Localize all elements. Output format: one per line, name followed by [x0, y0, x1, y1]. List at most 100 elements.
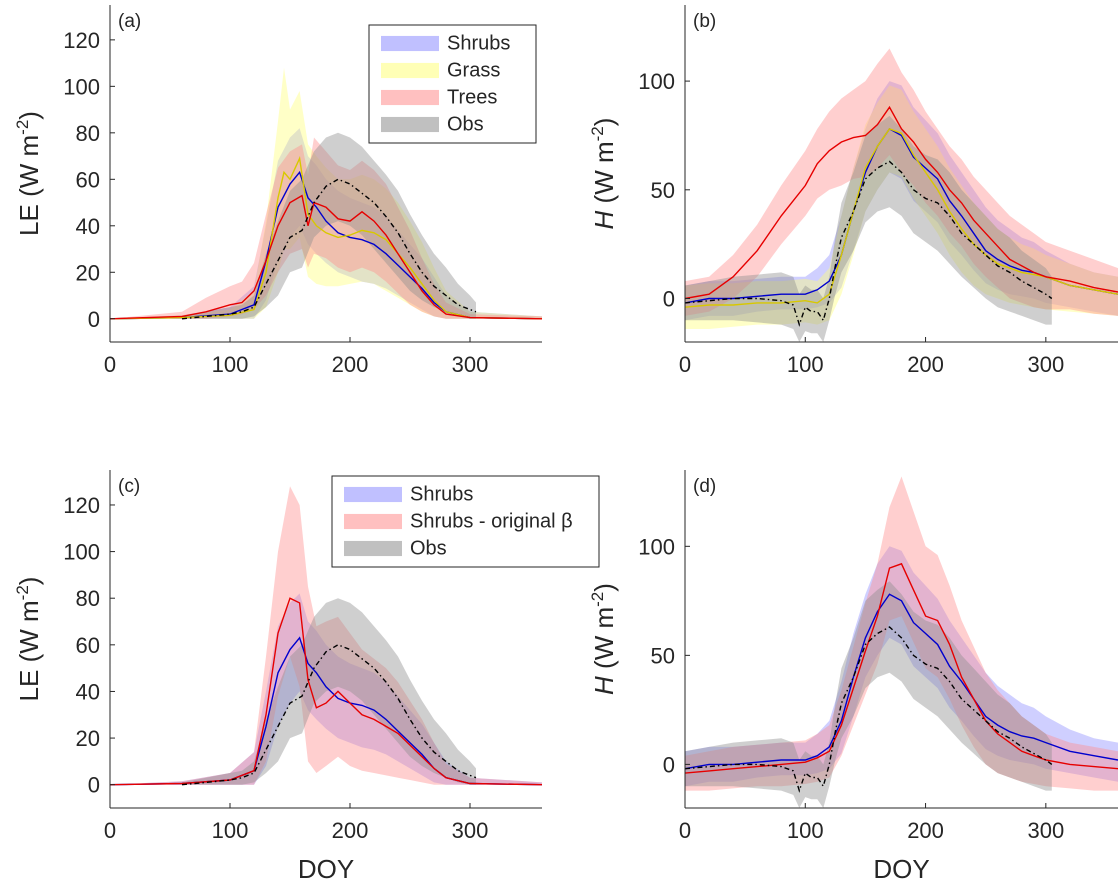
band-shrubs-original- [110, 486, 542, 785]
y-axis-label: LE (W m-2) [13, 111, 44, 236]
line-obs [181, 178, 477, 320]
line-obs [181, 644, 477, 786]
x-tick-label: 0 [679, 818, 691, 843]
y-tick-label: 50 [651, 643, 675, 668]
legend-label: Shrubs [410, 483, 473, 505]
legend-swatch [381, 62, 439, 79]
line-grass [685, 128, 1118, 308]
legend-swatch [381, 89, 439, 106]
line-shrubs-original- [685, 562, 1118, 774]
y-axis-label: LE (W m-2) [13, 577, 44, 702]
y-axis-label-close: ) [589, 118, 619, 127]
y-axis-label: H (W m-2) [588, 583, 619, 695]
x-tick-label: 200 [332, 818, 369, 843]
y-axis-label-unit: (W m [589, 141, 619, 210]
panel-label: (d) [693, 476, 716, 497]
y-axis-label-exponent: -2 [13, 585, 32, 600]
y-tick-label: 80 [76, 121, 100, 146]
y-tick-label: 0 [88, 307, 100, 332]
line-obs [685, 160, 1053, 327]
y-tick-label: 100 [63, 74, 100, 99]
y-tick-label: 60 [76, 633, 100, 658]
legend-swatch [344, 540, 402, 557]
x-axis-label: DOY [298, 854, 354, 883]
y-tick-label: 100 [638, 534, 675, 559]
legend: Shrubs Shrubs - original β Obs [331, 475, 600, 568]
y-tick-label: 20 [76, 726, 100, 751]
panel-c: 0 100 200 300 0 20 40 60 80 100 120 (c) LE (W m-2) DO… [13, 470, 600, 883]
x-tick-label: 300 [1027, 818, 1064, 843]
y-tick-label: 40 [76, 679, 100, 704]
legend-swatch [381, 35, 439, 52]
line-shrubs [110, 170, 542, 320]
band-obs [182, 132, 476, 319]
legend: Shrubs Grass Trees Obs [368, 24, 537, 144]
y-axis-label-main: LE (W m [14, 135, 44, 236]
y-tick-label: 120 [63, 28, 100, 53]
y-axis-label-symbol: H [589, 210, 619, 229]
line-trees [110, 194, 542, 320]
x-axis-label: DOY [873, 854, 929, 883]
y-axis-label-exponent: -2 [588, 592, 607, 607]
y-tick-label: 0 [663, 287, 675, 312]
y-axis-label-unit: (W m [589, 607, 619, 676]
x-tick-label: 0 [679, 352, 691, 377]
line-shrubs [685, 127, 1118, 304]
x-tick-label: 300 [452, 352, 489, 377]
panel-d: 0 100 200 300 0 50 100 (d) H (W m-2) DOY [588, 470, 1118, 883]
y-tick-label: 20 [76, 260, 100, 285]
band-shrubs [685, 546, 1118, 787]
line-obs [685, 626, 1053, 793]
legend-swatch [344, 486, 402, 503]
y-axis-label-exponent: -2 [588, 126, 607, 141]
line-shrubs [685, 593, 1118, 770]
x-tick-label: 100 [787, 818, 824, 843]
plot-area [685, 476, 1118, 808]
legend-label: Shrubs [447, 32, 510, 54]
y-axis-label-close: ) [14, 111, 44, 120]
x-tick-label: 100 [212, 818, 249, 843]
y-axis-label: H (W m-2) [588, 118, 619, 230]
x-tick-label: 200 [907, 818, 944, 843]
legend-swatch [344, 513, 402, 530]
line-trees [685, 105, 1118, 300]
band-shrubs [110, 593, 542, 785]
band-obs [685, 581, 1052, 808]
legend-label: Shrubs - original β [410, 510, 573, 532]
x-tick-label: 300 [452, 818, 489, 843]
band-shrubs [110, 128, 542, 319]
x-tick-label: 200 [332, 352, 369, 377]
x-tick-label: 300 [1027, 352, 1064, 377]
y-axis-label-close: ) [14, 577, 44, 586]
y-tick-label: 0 [88, 773, 100, 798]
legend-label: Obs [410, 537, 447, 559]
y-tick-label: 100 [638, 69, 675, 94]
legend-label: Obs [447, 113, 484, 135]
x-tick-label: 200 [907, 352, 944, 377]
y-axis-label-main: LE (W m [14, 600, 44, 701]
band-grass [110, 67, 542, 319]
legend-label: Trees [447, 86, 497, 108]
plot-area [110, 486, 542, 786]
panel-a: 0 100 200 300 0 20 40 60 80 100 120 (a) LE (W m-2) Sh… [13, 5, 542, 377]
band-obs [685, 115, 1052, 342]
band-shrubs-original- [685, 476, 1118, 791]
x-tick-label: 0 [104, 352, 116, 377]
x-tick-label: 100 [212, 352, 249, 377]
panel-label: (a) [118, 11, 141, 32]
plot-area [110, 67, 542, 320]
x-tick-label: 100 [787, 352, 824, 377]
y-tick-label: 40 [76, 214, 100, 239]
legend-label: Grass [447, 59, 500, 81]
line-grass [110, 155, 542, 320]
legend-swatch [381, 116, 439, 133]
y-axis-label-symbol: H [589, 676, 619, 695]
y-tick-label: 100 [63, 540, 100, 565]
y-tick-label: 120 [63, 493, 100, 518]
panel-label: (c) [118, 476, 140, 497]
panel-b: 0 100 200 300 0 50 100 (b) H (W m-2) [588, 5, 1118, 377]
plot-area [685, 48, 1118, 342]
panel-label: (b) [693, 11, 716, 32]
line-shrubs-original- [110, 597, 542, 786]
